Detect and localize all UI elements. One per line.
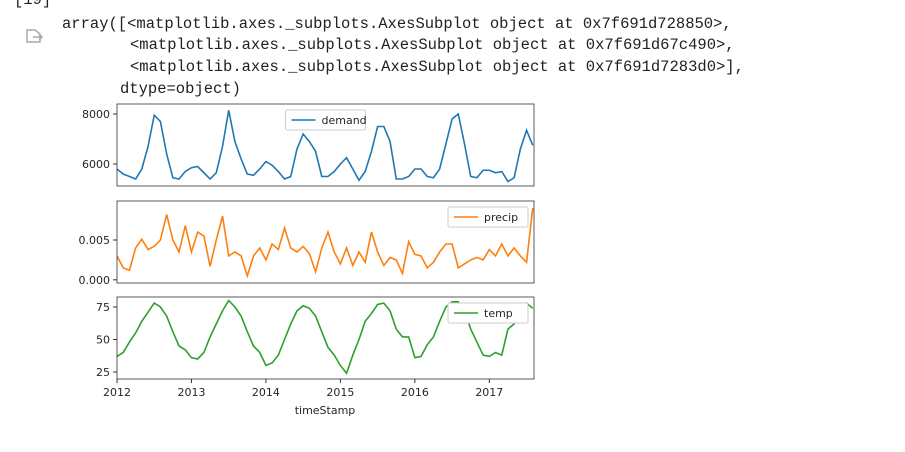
y-tick-label: 0.005 (79, 234, 111, 247)
y-tick-label: 8000 (82, 108, 110, 121)
y-tick-label: 75 (96, 301, 110, 314)
y-tick-label: 0.000 (79, 274, 111, 287)
axes-frame (116, 296, 535, 380)
output-line: array([<matplotlib.axes._subplots.AxesSu… (62, 15, 732, 33)
legend-label: temp (484, 307, 513, 320)
x-tick-label: 2016 (401, 386, 429, 399)
y-tick-label: 6000 (82, 158, 110, 171)
x-tick-label: 2013 (177, 386, 205, 399)
series-line (117, 110, 534, 183)
series-line (117, 208, 534, 279)
legend-label: precip (484, 211, 518, 224)
axes-frame (116, 103, 535, 187)
cell-prompt: [19] (14, 0, 51, 9)
x-axis-label: timeStamp (295, 404, 356, 417)
legend-box (447, 206, 529, 228)
y-tick-label: 25 (96, 366, 110, 379)
legend-label: demand (322, 114, 367, 127)
x-tick-label: 2017 (475, 386, 503, 399)
x-tick-label: 2012 (103, 386, 131, 399)
y-tick-label: 50 (96, 333, 110, 346)
output-icon (26, 29, 44, 43)
x-tick-label: 2015 (326, 386, 354, 399)
legend-box (285, 109, 366, 131)
output-line: dtype=object) (120, 80, 241, 98)
output-line: <matplotlib.axes._subplots.AxesSubplot o… (130, 58, 744, 76)
axes-frame (116, 200, 535, 284)
output-line: <matplotlib.axes._subplots.AxesSubplot o… (130, 36, 735, 54)
x-tick-label: 2014 (252, 386, 280, 399)
legend-box (447, 302, 529, 324)
